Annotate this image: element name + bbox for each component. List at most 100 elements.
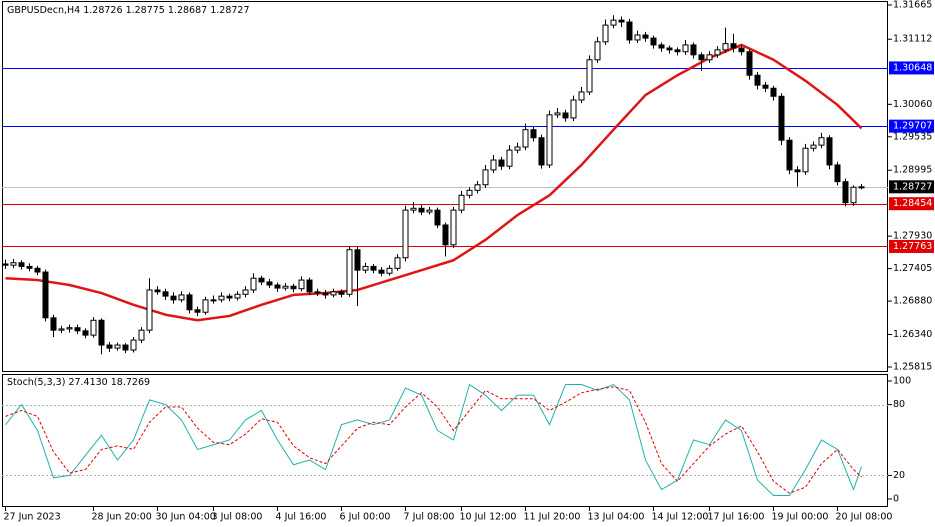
symbol: GBPUSDecn,H4 [7, 5, 80, 16]
candle-body [74, 327, 81, 332]
candle-body [546, 114, 553, 166]
candle-body [498, 159, 505, 167]
candle-body [218, 295, 225, 301]
y-tick-label: 100 [893, 376, 911, 387]
candle-body [538, 137, 545, 166]
main-panel [2, 1, 888, 372]
candle-body [306, 279, 313, 293]
candle-body [242, 289, 249, 295]
candle-body [858, 186, 865, 189]
candle-body [18, 262, 25, 267]
candle-body [634, 34, 641, 41]
candle-body [338, 291, 345, 295]
x-tick-label: 17 Jul 16:00 [708, 512, 765, 523]
x-tick-label: 27 Jun 2023 [4, 512, 61, 523]
price-box [889, 180, 934, 194]
candle-body [58, 328, 65, 331]
candle-body [210, 299, 217, 302]
stoch-line [5, 383, 862, 496]
level-label: 1.28454 [893, 198, 932, 209]
candle-body [2, 263, 9, 266]
candle-body [402, 209, 409, 259]
candle-body [290, 285, 297, 290]
y-tick-label: 1.26340 [893, 329, 932, 340]
candle-body [410, 207, 417, 211]
candle-body [122, 344, 129, 351]
stoch-panel [2, 374, 888, 507]
x-tick-label: 6 Jul 00:00 [340, 512, 391, 523]
candle-body [698, 54, 705, 61]
candle-body [170, 295, 177, 301]
y-tick-label: 1.31665 [893, 0, 932, 11]
candle-body [162, 291, 169, 297]
candle-body [730, 43, 737, 49]
candle-body [298, 279, 305, 290]
candle-body [770, 87, 777, 97]
x-tick-label: 28 Jun 20:00 [92, 512, 152, 523]
axes: 1.31665 1.31112 1.30060 1.29535 1.28995 1.279… [4, 0, 934, 523]
high-value: 1.28775 [126, 5, 165, 16]
plot [2, 15, 865, 496]
candle-body [314, 291, 321, 294]
candle-body [258, 277, 265, 283]
candle-body [618, 19, 625, 23]
candle-body [554, 112, 561, 116]
candle-body [666, 47, 673, 51]
y-tick-label: 0 [893, 494, 899, 505]
y-tick-label: 1.26880 [893, 296, 932, 307]
y-tick-label: 1.25815 [893, 362, 932, 373]
candle-body [834, 164, 841, 183]
y-tick-label: 1.30060 [893, 99, 932, 110]
candle-body [746, 51, 753, 76]
candle-body [610, 19, 617, 26]
candle-body [514, 146, 521, 151]
candle-body [818, 137, 825, 146]
candle-body [178, 294, 185, 301]
candle-body [482, 169, 489, 186]
level-label: 1.30648 [893, 62, 932, 73]
candle-body [50, 317, 57, 331]
candle-body [450, 209, 457, 246]
x-tick-label: 14 Jul 12:00 [652, 512, 709, 523]
candle-body [282, 285, 289, 289]
x-tick-label: 10 Jul 12:00 [460, 512, 517, 523]
x-tick-label: 3 Jul 08:00 [212, 512, 263, 523]
candle-body [250, 277, 257, 291]
level-box [889, 239, 934, 253]
level-box [889, 61, 934, 75]
stoch-header: Stoch(5,3,3) 27.4130 18.7269 [7, 377, 150, 388]
candle-body [738, 47, 745, 53]
stoch-main-value: 27.4130 [68, 377, 107, 388]
level-label: 1.29707 [893, 121, 932, 132]
x-tick-label: 19 Jul 00:00 [772, 512, 829, 523]
candle-body [138, 329, 145, 341]
candle-body [434, 209, 441, 226]
candle-body [826, 137, 833, 166]
candle-body [42, 271, 49, 319]
candle-body [66, 327, 73, 330]
stoch-title: Stoch(5,3,3) [7, 377, 65, 388]
candle-body [642, 34, 649, 39]
x-tick-label: 13 Jul 04:00 [588, 512, 645, 523]
price-label: 1.28727 [893, 181, 932, 192]
candle-body [354, 249, 361, 271]
candle-body [626, 21, 633, 41]
candle-body [370, 265, 377, 271]
candle-body [98, 319, 105, 346]
candle-body [234, 293, 241, 299]
candle-body [330, 291, 337, 296]
candle-body [594, 41, 601, 61]
candle-body [794, 169, 801, 173]
candle-body [578, 91, 585, 101]
candle-body [586, 59, 593, 93]
candle-body [130, 339, 137, 351]
x-tick-label: 7 Jul 08:00 [404, 512, 455, 523]
candle-body [202, 299, 209, 313]
candle-body [850, 186, 857, 204]
low-value: 1.28687 [168, 5, 207, 16]
open-value: 1.28726 [83, 5, 122, 16]
candle-body [650, 37, 657, 46]
level-box [889, 197, 934, 211]
candle-body [10, 262, 17, 266]
